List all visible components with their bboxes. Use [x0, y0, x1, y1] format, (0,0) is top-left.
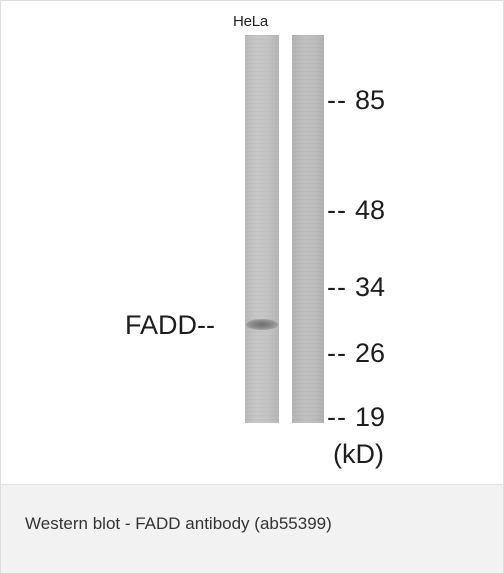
western-blot-image: HeLa FADD-- -- 85 -- 48 -- 34 -- 26 -- 19 (kD… [1, 1, 503, 484]
marker-dash: -- [327, 338, 347, 368]
lane-texture [245, 35, 279, 423]
lane-texture [292, 35, 324, 423]
marker-value: 85 [354, 85, 386, 115]
fadd-band [246, 319, 278, 330]
marker-value: 34 [354, 272, 386, 302]
caption-panel: Western blot - FADD antibody (ab55399) [1, 484, 503, 573]
marker-85: -- 85 [327, 87, 385, 114]
blot-lane-hela [245, 35, 279, 423]
marker-value: 26 [354, 338, 386, 368]
marker-dash: -- [327, 85, 347, 115]
lane-label-hela: HeLa [233, 13, 269, 30]
marker-value: 19 [354, 402, 386, 432]
unit-label-kd: (kD) [333, 439, 384, 469]
marker-26: -- 26 [327, 340, 385, 367]
marker-dash: -- [327, 402, 347, 432]
marker-48: -- 48 [327, 197, 385, 224]
marker-dash: -- [327, 195, 347, 225]
marker-19: -- 19 [327, 404, 385, 431]
figure-caption: Western blot - FADD antibody (ab55399) [25, 514, 332, 533]
marker-34: -- 34 [327, 274, 385, 301]
marker-value: 48 [354, 195, 386, 225]
band-label-fadd: FADD-- [125, 310, 215, 340]
marker-dash: -- [327, 272, 347, 302]
blot-lane-control [292, 35, 324, 423]
